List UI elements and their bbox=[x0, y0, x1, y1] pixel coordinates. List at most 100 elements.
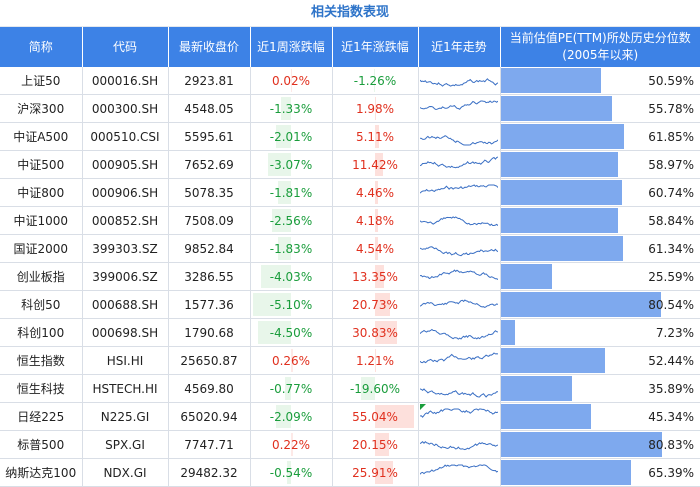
col-header-code[interactable]: 代码 bbox=[82, 27, 168, 67]
pe-percentile-bar bbox=[501, 180, 622, 205]
pe-header-line2: (2005年以来) bbox=[501, 47, 700, 64]
table-title: 相关指数表现 bbox=[0, 0, 700, 27]
cell-name: 创业板指 bbox=[0, 263, 82, 291]
sparkline bbox=[420, 70, 498, 92]
pe-percentile-bar bbox=[501, 208, 618, 233]
cell-code: 000906.SH bbox=[82, 179, 168, 207]
cell-week-change: -2.01% bbox=[250, 123, 332, 151]
cell-year-change: 13.35% bbox=[332, 263, 418, 291]
cell-year-change: -1.26% bbox=[332, 67, 418, 95]
pe-percentile-bar bbox=[501, 432, 662, 457]
pe-percentile-bar bbox=[501, 460, 631, 485]
cell-close: 7747.71 bbox=[168, 431, 250, 459]
sparkline bbox=[420, 126, 498, 148]
cell-week-change: -0.54% bbox=[250, 459, 332, 487]
cell-code: NDX.GI bbox=[82, 459, 168, 487]
cell-pe-percentile: 65.39% bbox=[500, 459, 700, 487]
cell-name: 上证50 bbox=[0, 67, 82, 95]
cell-week-change: -5.10% bbox=[250, 291, 332, 319]
cell-week-change: -0.77% bbox=[250, 375, 332, 403]
cell-year-change: 4.46% bbox=[332, 179, 418, 207]
cell-pe-percentile: 61.34% bbox=[500, 235, 700, 263]
col-header-week[interactable]: 近1周涨跌幅 bbox=[250, 27, 332, 67]
cell-pe-percentile: 7.23% bbox=[500, 319, 700, 347]
cell-code: 399303.SZ bbox=[82, 235, 168, 263]
cell-close: 25650.87 bbox=[168, 347, 250, 375]
sparkline bbox=[420, 98, 498, 120]
cell-year-change: 20.73% bbox=[332, 291, 418, 319]
cell-pe-percentile: 80.54% bbox=[500, 291, 700, 319]
cell-pe-percentile: 35.89% bbox=[500, 375, 700, 403]
sparkline bbox=[420, 378, 498, 400]
sparkline bbox=[420, 294, 498, 316]
cell-trend bbox=[418, 403, 500, 431]
cell-trend bbox=[418, 207, 500, 235]
pe-percentile-bar bbox=[501, 68, 602, 93]
sparkline bbox=[420, 154, 498, 176]
cell-trend bbox=[418, 179, 500, 207]
cell-code: HSI.HI bbox=[82, 347, 168, 375]
pe-percentile-bar bbox=[501, 152, 619, 177]
cell-trend bbox=[418, 151, 500, 179]
col-header-close[interactable]: 最新收盘价 bbox=[168, 27, 250, 67]
cell-trend bbox=[418, 459, 500, 487]
cell-close: 5078.35 bbox=[168, 179, 250, 207]
cell-name: 标普500 bbox=[0, 431, 82, 459]
sparkline bbox=[420, 182, 498, 204]
pe-header-line1: 当前估值PE(TTM)所处历史分位数 bbox=[501, 30, 700, 47]
cell-code: N225.GI bbox=[82, 403, 168, 431]
cell-code: 000688.SH bbox=[82, 291, 168, 319]
cell-year-change: 1.98% bbox=[332, 95, 418, 123]
cell-name: 中证A500 bbox=[0, 123, 82, 151]
cell-year-change: 25.91% bbox=[332, 459, 418, 487]
cell-year-change: 4.18% bbox=[332, 207, 418, 235]
cell-code: SPX.GI bbox=[82, 431, 168, 459]
cell-trend bbox=[418, 319, 500, 347]
cell-close: 7652.69 bbox=[168, 151, 250, 179]
cell-year-change: -19.60% bbox=[332, 375, 418, 403]
col-header-year[interactable]: 近1年涨跌幅 bbox=[332, 27, 418, 67]
index-table: 简称 代码 最新收盘价 近1周涨跌幅 近1年涨跌幅 近1年走势 当前估值PE(T… bbox=[0, 27, 700, 487]
cell-trend bbox=[418, 263, 500, 291]
cell-trend bbox=[418, 95, 500, 123]
cell-week-change: 0.02% bbox=[250, 67, 332, 95]
cell-year-change: 1.21% bbox=[332, 347, 418, 375]
marker-flag-icon bbox=[420, 404, 426, 410]
sparkline bbox=[420, 462, 498, 484]
cell-week-change: -1.33% bbox=[250, 95, 332, 123]
cell-close: 4569.80 bbox=[168, 375, 250, 403]
cell-name: 国证2000 bbox=[0, 235, 82, 263]
cell-trend bbox=[418, 123, 500, 151]
cell-pe-percentile: 25.59% bbox=[500, 263, 700, 291]
cell-name: 中证500 bbox=[0, 151, 82, 179]
cell-close: 9852.84 bbox=[168, 235, 250, 263]
cell-week-change: -1.83% bbox=[250, 235, 332, 263]
header-row: 简称 代码 最新收盘价 近1周涨跌幅 近1年涨跌幅 近1年走势 当前估值PE(T… bbox=[0, 27, 700, 67]
cell-name: 恒生指数 bbox=[0, 347, 82, 375]
col-header-trend[interactable]: 近1年走势 bbox=[418, 27, 500, 67]
col-header-name[interactable]: 简称 bbox=[0, 27, 82, 67]
sparkline bbox=[420, 238, 498, 260]
cell-year-change: 30.83% bbox=[332, 319, 418, 347]
cell-trend bbox=[418, 431, 500, 459]
cell-pe-percentile: 52.44% bbox=[500, 347, 700, 375]
cell-week-change: 0.26% bbox=[250, 347, 332, 375]
col-header-pe[interactable]: 当前估值PE(TTM)所处历史分位数 (2005年以来) bbox=[500, 27, 700, 67]
cell-year-change: 4.54% bbox=[332, 235, 418, 263]
cell-pe-percentile: 61.85% bbox=[500, 123, 700, 151]
